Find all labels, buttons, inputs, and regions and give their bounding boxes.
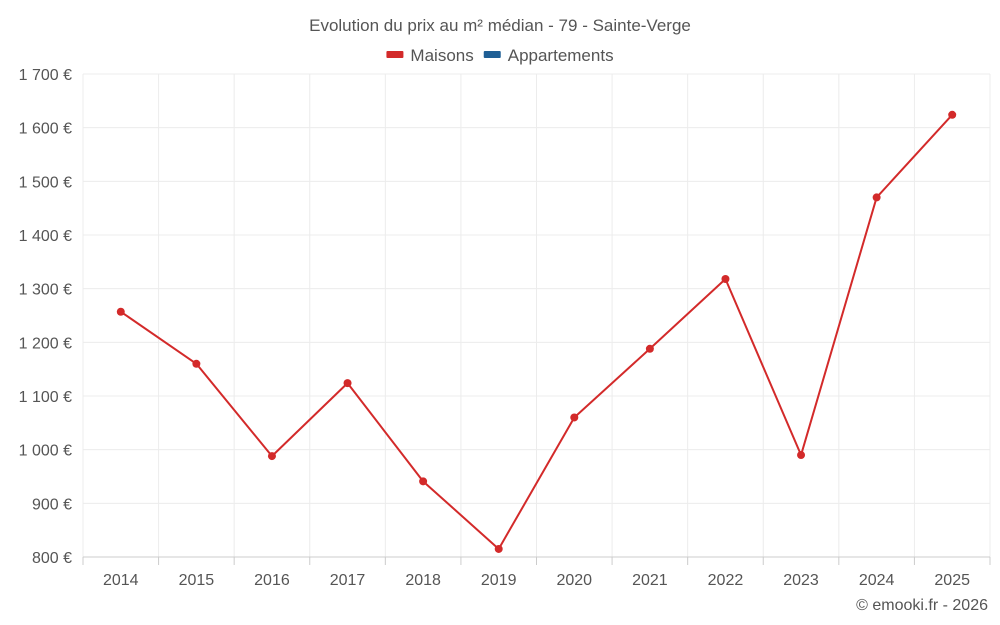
- data-point-2019[interactable]: [494, 544, 503, 553]
- y-tick-label: 1 400 €: [19, 228, 72, 245]
- y-tick-label: 1 500 €: [19, 174, 72, 191]
- y-tick-label: 800 €: [32, 550, 72, 567]
- data-point-2017[interactable]: [343, 379, 352, 388]
- legend-swatch: [386, 51, 404, 58]
- x-tick-label: 2021: [632, 572, 668, 589]
- y-tick-label: 1 700 €: [19, 67, 72, 84]
- x-tick-label: 2016: [254, 572, 290, 589]
- x-tick-label: 2017: [330, 572, 366, 589]
- x-tick-label: 2019: [481, 572, 517, 589]
- y-tick-label: 1 300 €: [19, 282, 72, 299]
- y-tick-label: 1 200 €: [19, 335, 72, 352]
- y-tick-label: 900 €: [32, 496, 72, 513]
- x-tick-label: 2015: [179, 572, 215, 589]
- data-point-2021[interactable]: [645, 344, 654, 353]
- y-tick-label: 1 100 €: [19, 389, 72, 406]
- series-layer: [116, 110, 957, 553]
- data-point-2024[interactable]: [872, 193, 881, 202]
- legend-label: Maisons: [410, 46, 473, 65]
- chart-title: Evolution du prix au m² médian - 79 - Sa…: [309, 16, 691, 35]
- series-line-maisons: [120, 114, 953, 550]
- legend-label: Appartements: [508, 46, 614, 65]
- x-tick-label: 2014: [103, 572, 139, 589]
- data-point-2016[interactable]: [267, 452, 276, 461]
- y-tick-label: 1 600 €: [19, 121, 72, 138]
- x-tick-label: 2020: [556, 572, 592, 589]
- data-point-2022[interactable]: [721, 275, 730, 284]
- x-axis-labels: 2014 2015 2016 2017 2018 2019 2020 2021 2022 2023…: [82, 557, 991, 589]
- data-point-2023[interactable]: [797, 451, 806, 460]
- legend-item-appartements[interactable]: Appartements: [483, 46, 614, 65]
- y-axis-labels: 800 € 900 € 1 000 € 1 100 € 1 200 € 1 300 € 1 …: [19, 67, 72, 567]
- data-point-2018[interactable]: [419, 477, 428, 486]
- y-tick-label: 1 000 €: [19, 443, 72, 460]
- data-point-2015[interactable]: [192, 359, 201, 368]
- x-tick-label: 2018: [405, 572, 441, 589]
- data-point-2025[interactable]: [948, 110, 957, 119]
- legend-swatch: [483, 51, 501, 58]
- legend-item-maisons[interactable]: Maisons: [386, 46, 474, 65]
- credit-text: © emooki.fr - 2026: [856, 597, 988, 614]
- data-point-2014[interactable]: [116, 307, 125, 316]
- x-tick-label: 2024: [859, 572, 895, 589]
- legend: Maisons Appartements: [386, 46, 614, 65]
- x-tick-label: 2025: [934, 572, 970, 589]
- x-tick-label: 2022: [708, 572, 744, 589]
- data-point-2020[interactable]: [570, 413, 579, 422]
- x-tick-label: 2023: [783, 572, 819, 589]
- x-gridlines: [82, 74, 991, 557]
